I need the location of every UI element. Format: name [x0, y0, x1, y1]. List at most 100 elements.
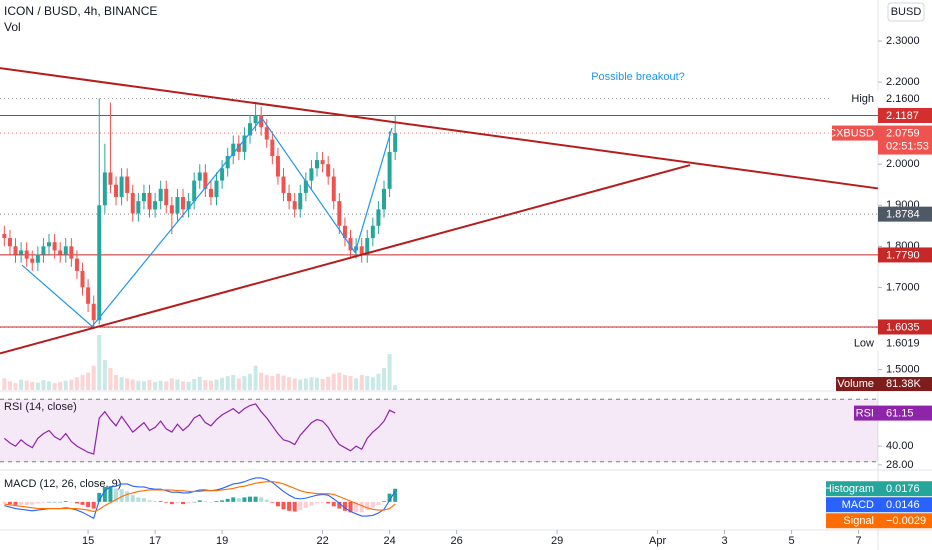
volume-bar — [314, 377, 319, 390]
volume-bar — [203, 380, 208, 390]
volume-bar — [331, 373, 336, 390]
volume-bar — [130, 379, 135, 390]
volume-bar — [181, 381, 186, 390]
candle-body — [7, 238, 12, 247]
histogram-bar — [169, 501, 174, 505]
histogram-bar — [63, 501, 68, 502]
candle-body — [74, 258, 79, 271]
histogram-bar — [248, 496, 253, 502]
candle-body — [248, 123, 253, 136]
volume-bar — [236, 378, 241, 390]
rsi-line — [3, 403, 396, 455]
volume-bar — [287, 377, 292, 390]
candle-body — [130, 192, 135, 214]
x-tick-label: 15 — [82, 535, 94, 547]
rsi-label-box — [854, 405, 932, 421]
histogram-bar — [370, 501, 375, 508]
histogram-bar — [393, 488, 398, 502]
price-label-name-box — [832, 335, 878, 351]
volume-bar — [387, 354, 392, 390]
price-label-box — [878, 335, 932, 351]
rsi-title: RSI (14, close) — [4, 401, 77, 413]
volume-bar — [348, 376, 353, 390]
candle-body — [175, 197, 180, 214]
volume-bar — [225, 376, 230, 390]
volume-bar — [91, 365, 96, 390]
histogram-bar — [186, 501, 191, 504]
volume-bar — [354, 378, 359, 390]
macd-label: 0.0146 — [886, 499, 920, 511]
x-tick-label: 29 — [551, 535, 563, 547]
histogram-bar — [164, 501, 169, 503]
histogram-bar — [74, 501, 79, 504]
y-tick-label: 2.3000 — [886, 35, 920, 47]
volume-bar — [298, 379, 303, 390]
volume-bar — [342, 374, 347, 390]
candle-body — [158, 188, 163, 202]
histogram-bar — [242, 497, 247, 502]
macd-line — [4, 481, 396, 513]
volume-bar — [370, 377, 375, 390]
candle-body — [86, 287, 91, 304]
macd-label: −0.0029 — [886, 515, 926, 527]
volume-bar — [197, 376, 202, 390]
candle-body — [387, 151, 392, 189]
volume-bar — [220, 377, 225, 390]
candle-body — [214, 180, 219, 198]
candle-body — [186, 201, 191, 210]
volume-title: Vol — [4, 20, 21, 34]
candle-body — [58, 250, 63, 255]
x-tick-label: 24 — [383, 535, 395, 547]
candle-body — [275, 156, 280, 177]
volume-bar — [248, 373, 253, 390]
candle-body — [69, 246, 74, 259]
histogram-bar — [47, 501, 52, 503]
price-label: 1.8784 — [886, 209, 920, 221]
candle-body — [376, 209, 381, 226]
countdown: 02:51:53 — [886, 140, 929, 152]
price-label-box — [878, 247, 932, 263]
candle-body — [326, 164, 331, 177]
candle-body — [253, 114, 258, 124]
histogram-bar — [365, 501, 370, 511]
candle-body — [35, 254, 40, 263]
price-label-box — [878, 206, 932, 222]
price-label: 2.1187 — [886, 110, 919, 122]
volume-bar — [359, 374, 364, 390]
volume-bar — [393, 385, 398, 390]
x-tick-label: 5 — [789, 535, 795, 547]
histogram-bar — [136, 497, 141, 502]
trend-line — [0, 67, 879, 190]
volume-bar — [169, 378, 174, 390]
volume-bar — [58, 381, 63, 390]
histogram-bar — [298, 501, 303, 511]
volume-bar — [74, 377, 79, 390]
volume-bar — [13, 383, 18, 390]
histogram-bar — [287, 501, 292, 511]
histogram-bar — [348, 501, 353, 513]
histogram-bar — [7, 501, 12, 505]
histogram-bar — [331, 501, 336, 507]
histogram-bar — [337, 501, 342, 509]
histogram-bar — [91, 501, 96, 509]
histogram-bar — [320, 501, 325, 503]
histogram-bar — [326, 501, 331, 504]
histogram-bar — [24, 501, 29, 505]
currency-button[interactable] — [887, 2, 925, 22]
volume-bar — [337, 372, 342, 390]
x-tick-label: 22 — [316, 535, 328, 547]
candle-body — [147, 192, 152, 210]
annotation: Possible breakout? — [591, 71, 685, 83]
candle-body — [141, 192, 146, 202]
currency[interactable]: BUSD — [891, 6, 922, 18]
histogram-bar — [13, 501, 18, 505]
candle-body — [197, 172, 202, 181]
volume-bar — [114, 374, 119, 390]
volume-bar — [231, 374, 236, 390]
candle-body — [181, 197, 186, 210]
volume-bar — [97, 335, 102, 390]
histogram-bar — [270, 501, 275, 503]
volume-bar — [86, 372, 91, 390]
histogram-bar — [175, 501, 180, 504]
price-label: 1.6019 — [886, 337, 920, 349]
